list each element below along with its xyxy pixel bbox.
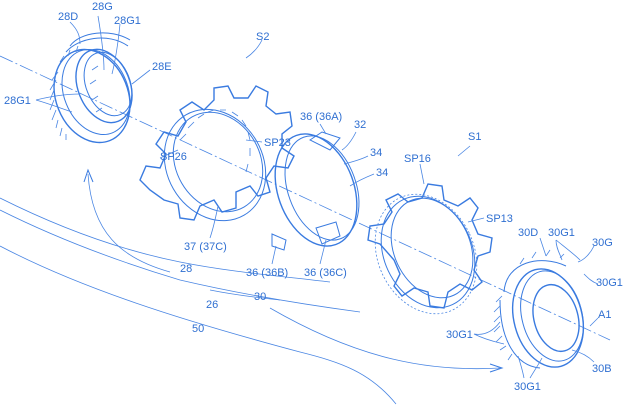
label-S1: S1 <box>468 131 481 143</box>
arrow-30-head <box>489 363 504 373</box>
bracket-line-50 <box>0 245 397 405</box>
leader-36A <box>319 123 327 135</box>
leader-30G1-left <box>473 321 505 345</box>
leader-S1 <box>457 145 471 157</box>
label-30D: 30D <box>518 227 538 239</box>
leader-A1 <box>589 317 599 327</box>
leader-SP13 <box>467 217 485 223</box>
label-36A: 36 (36A) <box>300 111 342 123</box>
leader-30G1-right <box>583 273 599 285</box>
leader-37 <box>209 205 219 239</box>
arrow-30 <box>269 307 501 370</box>
leader-30G1-bottom <box>517 355 543 379</box>
label-SP26: SP26 <box>160 151 187 163</box>
rotation-axis-line <box>0 55 611 341</box>
label-30G1-right: 30G1 <box>596 277 623 289</box>
label-28E: 28E <box>152 61 172 73</box>
part-30-threaded-sleeve <box>493 249 584 369</box>
leader-SP16 <box>419 163 425 185</box>
leader-SP26 <box>159 149 179 159</box>
label-30G1-left: 30G1 <box>446 329 473 341</box>
label-26: 26 <box>206 299 218 311</box>
label-S2: S2 <box>256 31 269 43</box>
part-S1-sprocket <box>367 183 493 315</box>
label-28G1-top: 28G1 <box>114 15 141 27</box>
bracket-26-arrow <box>209 289 281 301</box>
leader-34b <box>349 173 375 187</box>
label-28: 28 <box>180 263 192 275</box>
leader-30D <box>539 237 547 257</box>
label-30: 30 <box>254 291 266 303</box>
leader-S2 <box>245 39 263 59</box>
label-28G1-left: 28G1 <box>4 95 31 107</box>
label-34a: 34 <box>370 147 382 159</box>
label-A1: A1 <box>598 309 611 321</box>
label-SP23: SP23 <box>264 137 291 149</box>
label-34b: 34 <box>376 167 388 179</box>
leader-28G1-left <box>35 93 81 113</box>
part-28-lock-ring <box>49 32 133 144</box>
label-50: 50 <box>192 323 204 335</box>
label-37: 37 (37C) <box>184 241 227 253</box>
label-28D: 28D <box>58 11 78 23</box>
bracket-line-28 <box>0 197 331 283</box>
leader-34a <box>343 155 369 165</box>
label-30G1-top: 30G1 <box>548 227 575 239</box>
leader-36C <box>319 239 327 265</box>
label-32: 32 <box>354 119 366 131</box>
bracket-line-26 <box>0 209 361 313</box>
leader-28D <box>69 21 81 45</box>
arrow-28 <box>87 173 171 273</box>
leader-30G <box>577 245 595 263</box>
label-30G1-bottom: 30G1 <box>514 381 541 393</box>
part-32-spacer-ring <box>271 131 360 251</box>
leader-32 <box>341 131 357 151</box>
arrow-28-head <box>83 168 94 183</box>
leader-28G <box>97 15 105 71</box>
label-28G: 28G <box>92 1 113 13</box>
label-30B: 30B <box>592 363 612 375</box>
leader-SP23 <box>245 139 263 143</box>
label-SP13: SP13 <box>486 213 513 225</box>
label-36B: 36 (36B) <box>246 267 288 279</box>
leader-28G1-top <box>111 23 121 75</box>
leader-30G1-top <box>555 239 581 261</box>
leader-30B <box>571 349 595 363</box>
label-36C: 36 (36C) <box>304 267 347 279</box>
label-30G: 30G <box>592 237 613 249</box>
leader-28E <box>131 69 151 85</box>
label-SP16: SP16 <box>404 153 431 165</box>
leader-36B <box>271 245 277 265</box>
